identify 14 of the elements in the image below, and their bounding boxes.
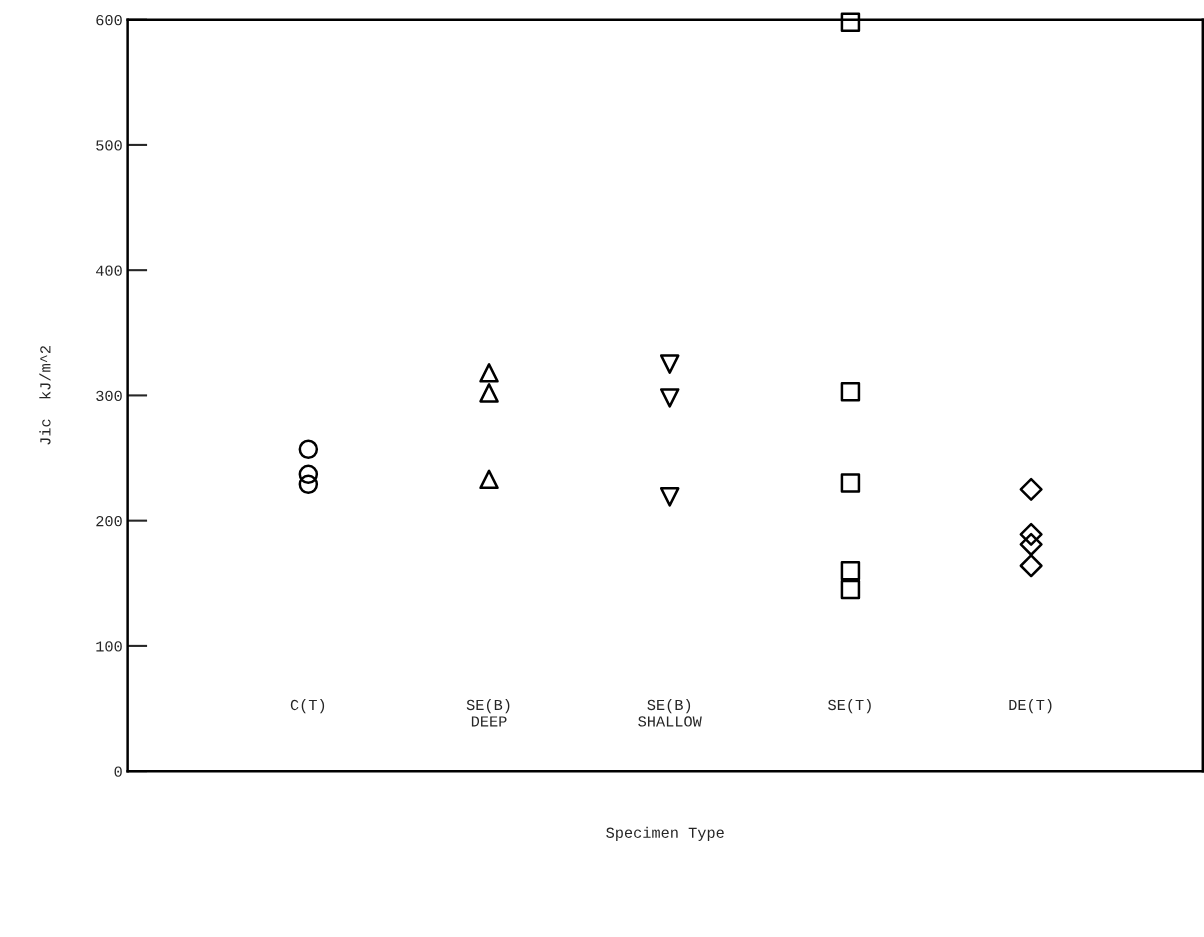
y-tick-label: 300 — [96, 390, 122, 402]
x-tick-label: DE(T) — [1009, 698, 1052, 714]
x-axis-title: Specimen Type — [606, 826, 724, 841]
y-tick-label: 100 — [96, 641, 122, 652]
y-tick-label: 200 — [96, 515, 122, 527]
x-tick-label: SE(T) — [828, 698, 871, 714]
x-tick-label: C(T) — [290, 698, 325, 714]
y-axis-title: Jic kJ/m^2 — [39, 346, 51, 445]
y-tick-label: 500 — [96, 140, 122, 151]
y-tick-label: 0 — [114, 766, 122, 777]
x-tick-label: SE(B) DEEP — [466, 698, 510, 727]
y-tick-label: 400 — [96, 265, 122, 276]
y-tick-label: 600 — [96, 14, 122, 26]
x-tick-label: SE(B) SHALLOW — [638, 698, 702, 727]
